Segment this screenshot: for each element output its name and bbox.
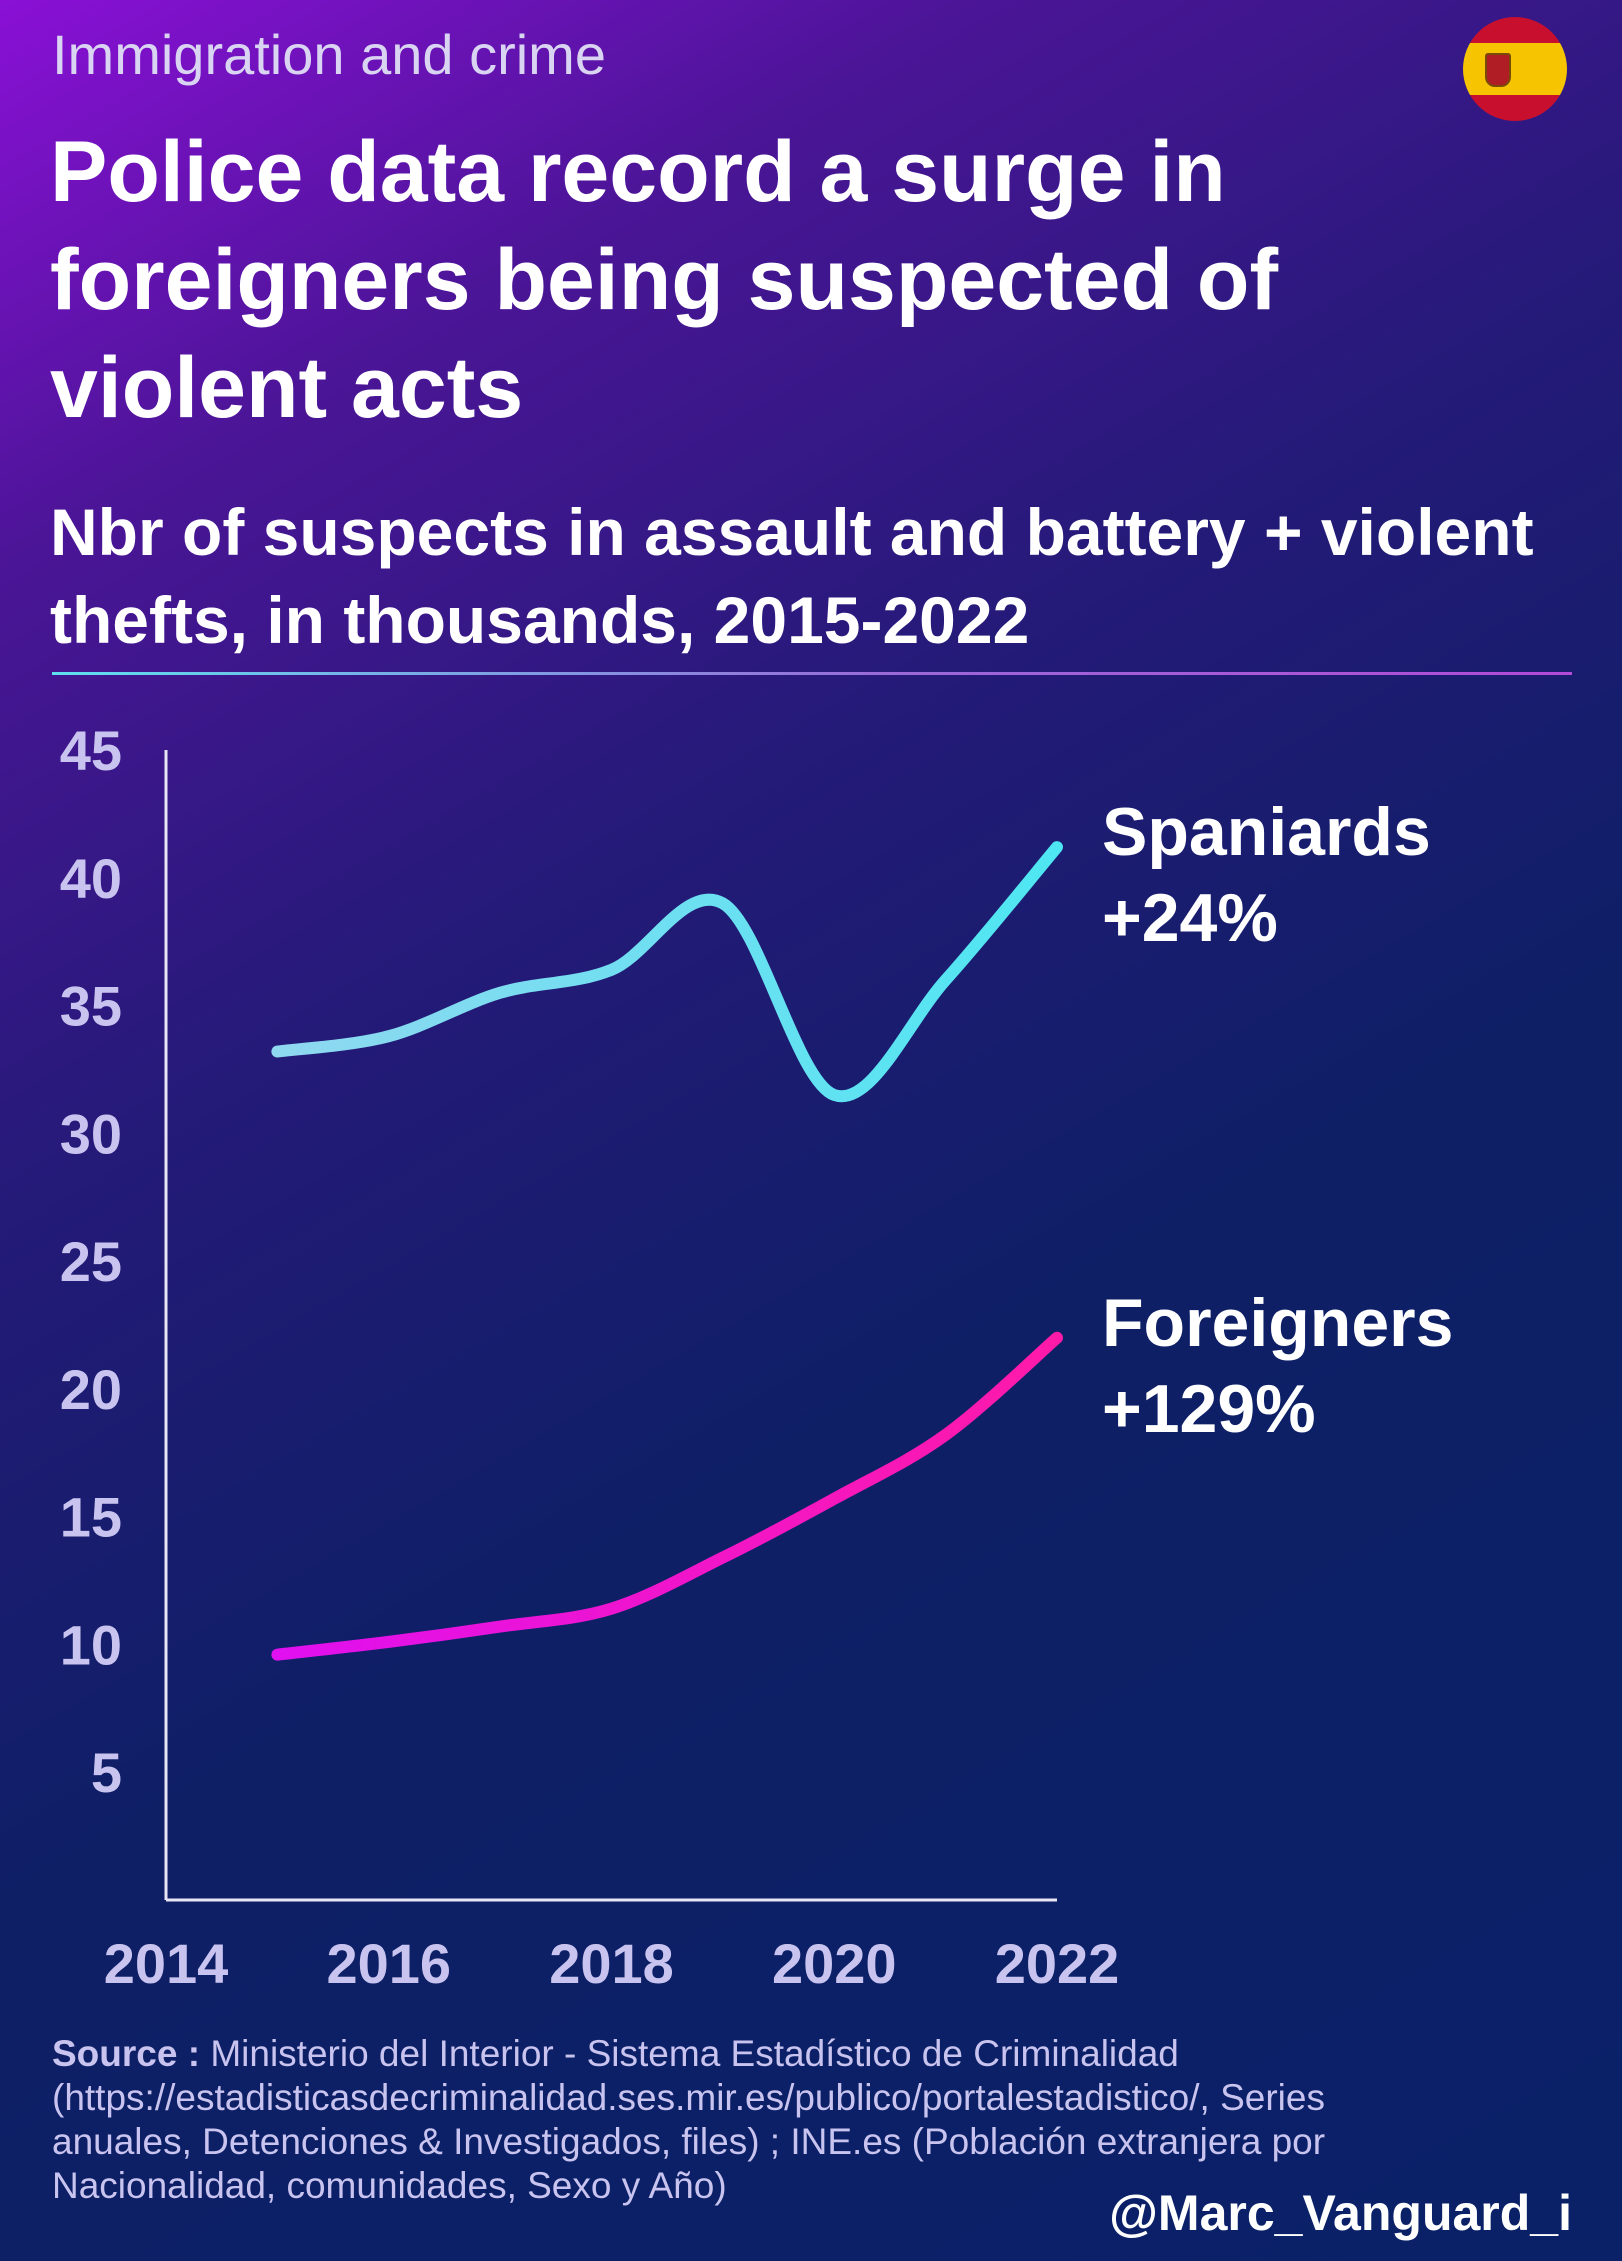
y-tick-label: 10 — [60, 1613, 122, 1676]
y-tick-label: 45 — [60, 719, 122, 782]
x-tick-label: 2016 — [326, 1932, 451, 1995]
y-tick-label: 20 — [60, 1358, 122, 1421]
y-axis-ticks: 5 10 15 20 25 30 35 40 45 — [60, 719, 122, 1804]
line-chart: 5 10 15 20 25 30 35 40 45 2014 2016 2018 2020 2022 S… — [59, 719, 1453, 1995]
series-change-label: +24% — [1102, 880, 1278, 956]
y-tick-label: 35 — [60, 975, 122, 1038]
chart-axes — [164, 750, 1057, 1902]
source-text: Ministerio del Interior - Sistema Estadí… — [52, 2033, 1326, 2206]
x-tick-label: 2014 — [104, 1932, 229, 1995]
y-tick-label: 30 — [60, 1102, 122, 1165]
x-tick-label: 2020 — [772, 1932, 897, 1995]
spain-flag-icon — [1463, 17, 1567, 121]
series-change-label: +129% — [1102, 1371, 1316, 1447]
chart-subtitle: Nbr of suspects in assault and battery +… — [50, 495, 1534, 657]
x-tick-label: 2018 — [549, 1932, 674, 1995]
divider — [52, 672, 1572, 675]
y-tick-label: 25 — [60, 1230, 122, 1293]
kicker-label: Immigration and crime — [52, 23, 606, 86]
series-lines — [271, 841, 1063, 1661]
y-tick-label: 15 — [60, 1486, 122, 1549]
source-label: Source : — [52, 2033, 201, 2074]
y-tick-label: 40 — [60, 847, 122, 910]
source-note: Source : Ministerio del Interior - Siste… — [52, 2032, 1472, 2208]
series-line-spaniards — [271, 841, 1063, 1103]
series-labels: Spaniards +24% Foreigners +129% — [1102, 794, 1453, 1447]
series-line-foreigners — [271, 1331, 1063, 1661]
y-tick-label: 5 — [91, 1741, 122, 1804]
series-name-label: Foreigners — [1102, 1285, 1453, 1361]
author-handle: @Marc_Vanguard_i — [1109, 2185, 1572, 2241]
series-name-label: Spaniards — [1102, 794, 1431, 870]
page-title: Police data record a surge in foreigners… — [50, 124, 1279, 436]
x-axis-ticks: 2014 2016 2018 2020 2022 — [104, 1932, 1120, 1995]
x-tick-label: 2022 — [995, 1932, 1120, 1995]
